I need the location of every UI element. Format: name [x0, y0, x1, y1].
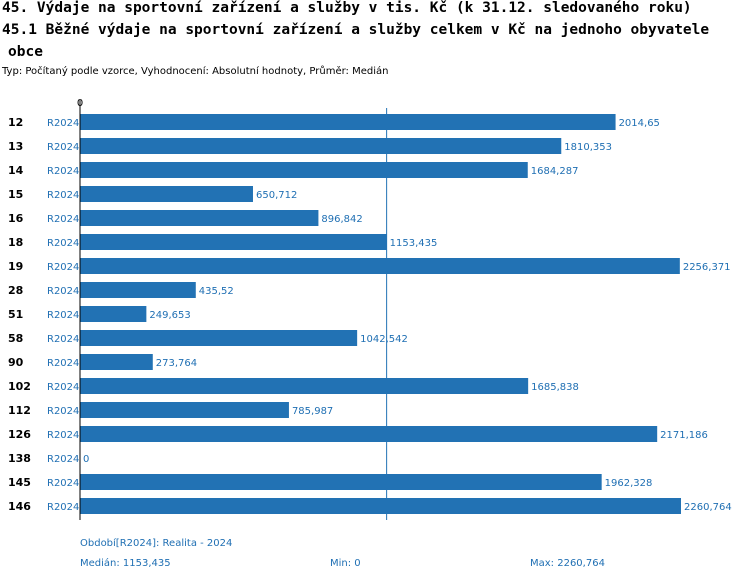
bar	[80, 354, 153, 370]
series-label: R2024	[47, 502, 79, 513]
series-label: R2024	[47, 118, 79, 129]
footer-max: Max: 2260,764	[530, 558, 605, 569]
bar	[80, 210, 319, 226]
category-label: 16	[8, 212, 24, 225]
category-label: 28	[8, 284, 23, 297]
chart-subtitle-line2: obce	[8, 44, 43, 60]
bar	[80, 258, 680, 274]
chart-title: 45. Výdaje na sportovní zařízení a služb…	[2, 0, 692, 16]
bar	[80, 498, 681, 514]
category-label: 138	[8, 452, 31, 465]
value-label: 1810,353	[564, 142, 612, 153]
category-label: 145	[8, 476, 31, 489]
series-label: R2024	[47, 286, 79, 297]
bar	[80, 426, 658, 442]
series-label: R2024	[47, 454, 79, 465]
value-label: 650,712	[256, 190, 297, 201]
category-label: 14	[8, 164, 24, 177]
bar	[80, 378, 529, 394]
series-label: R2024	[47, 478, 79, 489]
category-label: 51	[8, 308, 23, 321]
value-label: 273,764	[156, 358, 197, 369]
value-label: 2171,186	[660, 430, 708, 441]
category-label: 15	[8, 188, 23, 201]
bar	[80, 114, 616, 130]
bar	[80, 138, 562, 154]
category-label: 13	[8, 140, 23, 153]
series-label: R2024	[47, 382, 79, 393]
value-label: 2256,371	[683, 262, 731, 273]
category-label: 146	[8, 500, 31, 513]
category-label: 12	[8, 116, 23, 129]
series-label: R2024	[47, 430, 79, 441]
series-label: R2024	[47, 334, 79, 345]
series-label: R2024	[47, 406, 79, 417]
value-label: 1962,328	[605, 478, 653, 489]
category-label: 58	[8, 332, 23, 345]
value-label: 1685,838	[531, 382, 579, 393]
value-label: 785,987	[292, 406, 333, 417]
category-label: 102	[8, 380, 31, 393]
series-label: R2024	[47, 358, 79, 369]
bar	[80, 330, 358, 346]
footer-period: Období[R2024]: Realita - 2024	[80, 538, 233, 549]
series-label: R2024	[47, 190, 79, 201]
value-label: 2014,65	[619, 118, 660, 129]
chart-subtitle-line1: 45.1 Běžné výdaje na sportovní zařízení …	[2, 22, 710, 38]
series-label: R2024	[47, 166, 79, 177]
value-label: 435,52	[199, 286, 234, 297]
bar	[80, 474, 602, 490]
series-label: R2024	[47, 214, 79, 225]
series-label: R2024	[47, 310, 79, 321]
category-label: 18	[8, 236, 23, 249]
bar-chart: 012R20242014,6513R20241810,35314R2024168…	[8, 98, 732, 520]
value-label: 0	[83, 454, 89, 465]
value-label: 2260,764	[684, 502, 732, 513]
chart-type-description: Typ: Počítaný podle vzorce, Vyhodnocení:…	[2, 66, 389, 77]
series-label: R2024	[47, 238, 79, 249]
bar	[80, 186, 253, 202]
value-label: 1153,435	[390, 238, 438, 249]
bar	[80, 234, 387, 250]
series-label: R2024	[47, 262, 79, 273]
category-label: 90	[8, 356, 24, 369]
footer-min: Min: 0	[330, 558, 361, 569]
series-label: R2024	[47, 142, 79, 153]
category-label: 112	[8, 404, 31, 417]
bar	[80, 162, 528, 178]
value-label: 1684,287	[531, 166, 579, 177]
category-label: 126	[8, 428, 31, 441]
category-label: 19	[8, 260, 23, 273]
bar	[80, 402, 289, 418]
value-label: 249,653	[149, 310, 190, 321]
bar	[80, 306, 147, 322]
value-label: 1042,542	[360, 334, 408, 345]
footer-median: Medián: 1153,435	[80, 558, 171, 569]
value-label: 896,842	[321, 214, 362, 225]
bar	[80, 282, 196, 298]
